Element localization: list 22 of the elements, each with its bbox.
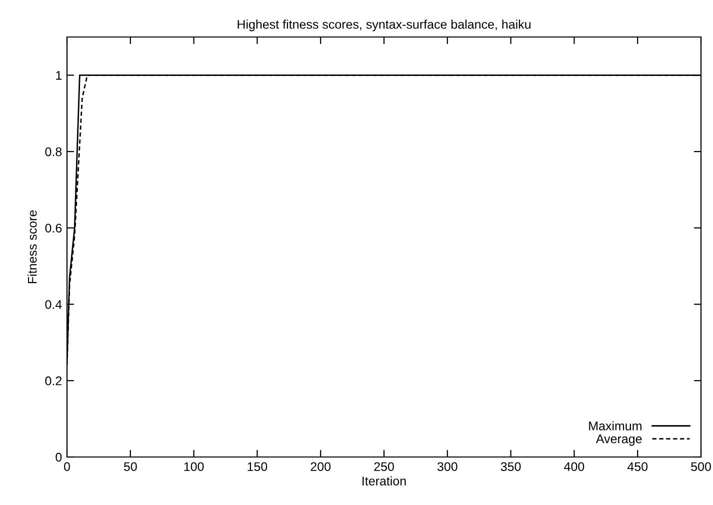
y-tick-label: 0.4 (45, 300, 62, 309)
y-tick-label: 0.2 (45, 376, 62, 386)
x-tick-label: 50 (124, 462, 137, 472)
x-tick-label: 100 (184, 462, 204, 472)
x-tick-label: 450 (627, 462, 648, 472)
legend-label: Average (596, 434, 642, 446)
y-tick-label: 0.6 (45, 224, 62, 233)
x-tick-label: 300 (437, 462, 458, 472)
chart-title: Highest fitness scores, syntax-surface balance, haiku (238, 20, 530, 32)
y-tick-label: 1 (56, 71, 62, 80)
x-tick-label: 350 (500, 462, 521, 472)
y-axis-title: Fitness score (28, 210, 37, 284)
x-tick-label: 500 (691, 462, 711, 472)
legend-label: Maximum (589, 421, 642, 430)
x-tick-label: 0 (64, 462, 70, 472)
x-tick-label: 400 (564, 462, 584, 472)
x-axis-title: Iteration (362, 476, 406, 486)
y-tick-label: 0.8 (45, 147, 62, 156)
y-tick-label: 0 (56, 452, 62, 462)
x-tick-label: 250 (374, 462, 394, 472)
x-tick-label: 200 (310, 462, 331, 472)
x-tick-label: 150 (248, 462, 268, 472)
